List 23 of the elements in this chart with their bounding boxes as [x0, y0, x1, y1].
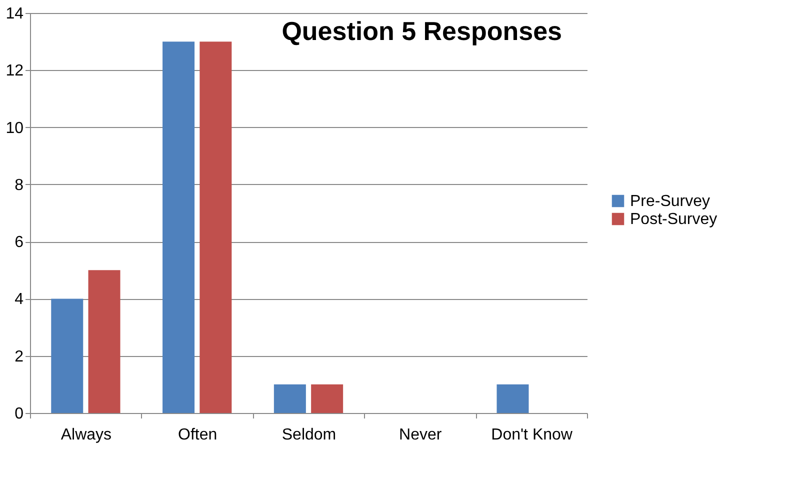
bar — [51, 298, 84, 413]
legend-label: Post-Survey — [630, 211, 718, 228]
y-tick-label: 14 — [6, 6, 24, 22]
x-tick-label: Often — [178, 426, 218, 444]
x-tick-label: Always — [60, 426, 112, 444]
x-tick-label: Never — [399, 426, 442, 444]
x-tick-label: Seldom — [282, 426, 336, 444]
y-tick-label: 12 — [6, 62, 24, 80]
y-tick-label: 2 — [14, 348, 24, 366]
y-tick-label: 10 — [6, 120, 24, 137]
bar — [88, 270, 120, 413]
bar — [162, 42, 195, 413]
y-tick-label: 0 — [14, 406, 24, 422]
y-tick-label: 6 — [14, 234, 24, 252]
x-tick-label: Don't Know — [491, 426, 573, 444]
bar — [200, 42, 232, 413]
chart-title: Question 5 Responses — [282, 16, 562, 46]
bar — [496, 384, 529, 413]
legend-label: Pre-Survey — [630, 193, 710, 210]
bar — [311, 384, 344, 413]
bar — [274, 384, 306, 413]
y-tick-label: 4 — [14, 291, 24, 308]
y-tick-label: 8 — [14, 176, 24, 194]
